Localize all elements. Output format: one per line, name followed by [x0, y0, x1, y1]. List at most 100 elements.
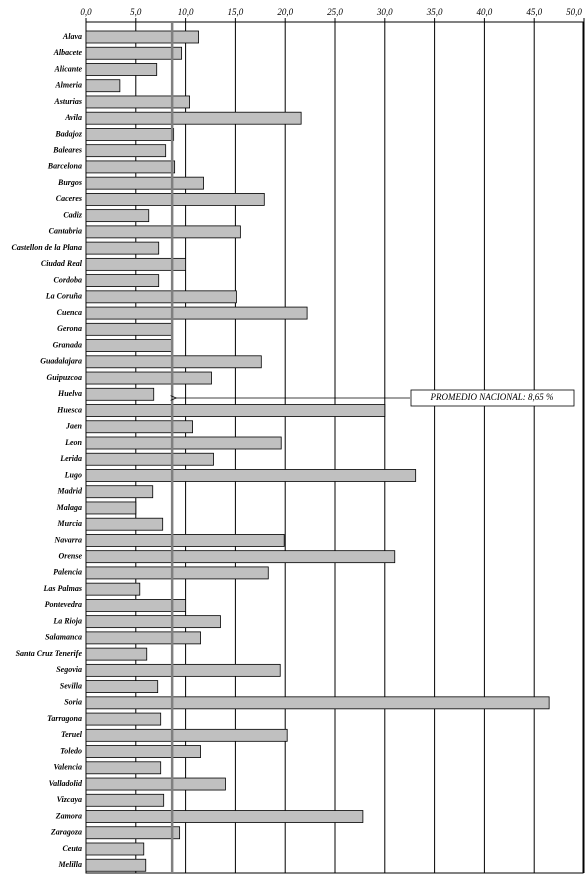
y-tick-label: Salamanca	[45, 633, 82, 642]
bar	[85, 111, 302, 125]
y-tick-label: Orense	[58, 552, 82, 561]
bar	[85, 387, 155, 401]
bar	[85, 566, 269, 580]
y-tick-label: Madrid	[57, 487, 83, 496]
bar	[85, 420, 193, 434]
bar	[85, 469, 417, 482]
y-tick-label: Palencia	[53, 568, 82, 577]
y-tick-label: Tarragona	[47, 714, 82, 723]
x-tick-label: 10,0	[178, 7, 194, 17]
y-tick-label: Almeria	[54, 81, 82, 90]
y-tick-label: Castellon de la Plana	[12, 243, 82, 252]
bar	[85, 355, 262, 369]
y-tick-label: Las Palmas	[43, 584, 82, 593]
bar	[85, 371, 212, 385]
y-tick-label: La Coruña	[45, 292, 82, 301]
bar	[85, 663, 281, 677]
bar	[85, 46, 183, 60]
y-tick-label: Malaga	[56, 503, 82, 512]
x-tick-label: 30,0	[376, 7, 393, 17]
y-tick-label: Lerida	[59, 454, 82, 463]
y-tick-label: Alava	[62, 32, 82, 41]
x-tick-label: 35,0	[426, 7, 443, 17]
bar	[85, 680, 159, 693]
x-tick-label: 40,0	[477, 7, 493, 17]
y-tick-label: Asturias	[53, 97, 82, 106]
y-tick-label: Barcelona	[47, 162, 82, 171]
bar	[85, 728, 288, 742]
bar	[85, 95, 190, 109]
bar	[85, 225, 241, 239]
bar	[85, 550, 396, 564]
bar	[85, 192, 265, 206]
y-tick-label: Alicante	[53, 64, 82, 73]
y-tick-label: Melilla	[57, 860, 82, 869]
x-tick-label: 15,0	[228, 7, 244, 17]
y-tick-label: Teruel	[61, 730, 83, 739]
y-tick-label: Murcia	[57, 519, 82, 528]
bar	[85, 452, 214, 466]
bar	[85, 274, 160, 288]
y-tick-label: Avila	[64, 113, 82, 122]
x-tick-label: 45,0	[526, 7, 542, 17]
y-tick-label: Guipuzcoa	[46, 373, 82, 382]
y-tick-label: Gerona	[57, 324, 82, 333]
bar	[85, 712, 162, 726]
y-tick-label: Vizcaya	[57, 795, 82, 804]
bar	[85, 485, 154, 499]
bar	[85, 79, 121, 93]
x-tick-label: 0,0	[80, 7, 92, 17]
bar	[85, 339, 174, 352]
annotation-label: PROMEDIO NACIONAL: 8,65 %	[430, 392, 554, 402]
bar	[85, 826, 181, 840]
y-tick-label: Sevilla	[60, 681, 82, 690]
bar	[85, 128, 175, 141]
bar	[85, 534, 285, 547]
y-tick-label: Zaragoza	[50, 828, 82, 837]
bar	[85, 599, 186, 612]
annotation-box	[410, 389, 575, 407]
y-tick-label: Santa Cruz Tenerife	[16, 649, 83, 658]
y-tick-label: Valencia	[54, 763, 82, 772]
y-tick-label: Navarra	[53, 535, 82, 544]
bar	[85, 858, 147, 872]
bar	[85, 745, 201, 758]
y-tick-label: Soria	[64, 698, 82, 707]
bar	[85, 176, 204, 190]
bar	[85, 793, 165, 807]
y-tick-label: La Rioja	[52, 616, 82, 625]
bar	[85, 501, 137, 515]
bar	[85, 436, 282, 450]
bar	[85, 322, 173, 336]
y-tick-label: Albacete	[53, 48, 83, 57]
bar	[85, 257, 186, 271]
y-tick-label: Cordoba	[54, 275, 82, 284]
bar	[85, 209, 150, 223]
bar	[85, 761, 162, 775]
y-tick-label: Lugo	[64, 470, 82, 479]
y-tick-label: Burgos	[57, 178, 82, 187]
bar	[85, 777, 226, 791]
y-tick-label: Toledo	[60, 746, 82, 755]
x-tick-label: 25,0	[327, 7, 343, 17]
y-tick-label: Cuenca	[57, 308, 82, 317]
y-tick-label: Leon	[64, 438, 82, 447]
bar	[85, 631, 201, 645]
y-tick-label: Ceuta	[62, 844, 82, 853]
y-tick-label: Badajoz	[54, 129, 83, 138]
y-tick-label: Zamora	[55, 811, 82, 820]
bar	[85, 290, 237, 304]
y-tick-label: Segovia	[56, 665, 82, 674]
bar	[85, 647, 148, 661]
y-tick-label: Valladolid	[49, 779, 83, 788]
x-tick-label: 20,0	[277, 7, 293, 17]
bar	[85, 160, 176, 174]
bar	[85, 241, 160, 255]
bar	[85, 30, 199, 44]
y-tick-label: Huesca	[56, 405, 82, 414]
bar	[85, 810, 364, 823]
y-tick-label: Jaen	[65, 422, 83, 431]
bar	[85, 404, 386, 417]
bar	[85, 615, 221, 629]
